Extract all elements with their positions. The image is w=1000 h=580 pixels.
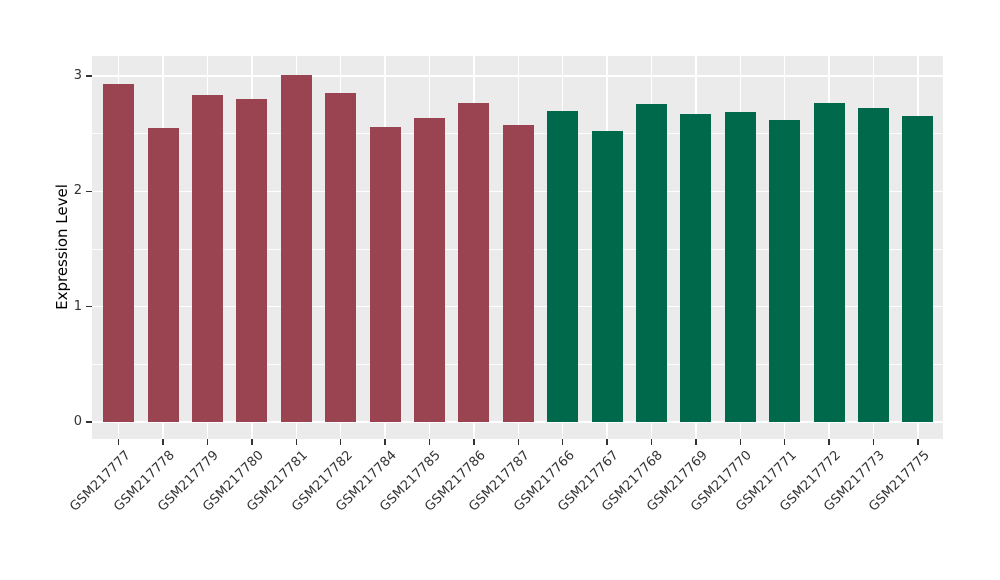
bar [147, 127, 179, 422]
x-tick-label: GSM217785 [377, 448, 445, 515]
y-tick-label: 2 [73, 183, 82, 199]
x-tick-label: GSM217769 [643, 448, 711, 515]
x-axis-tick [251, 439, 253, 445]
x-axis-tick [206, 439, 209, 445]
bar [236, 99, 268, 422]
x-axis-tick [295, 439, 298, 445]
bar [414, 117, 445, 422]
x-tick-label: GSM217777 [66, 448, 134, 515]
y-tick-label: 1 [73, 298, 82, 314]
bar [636, 103, 667, 422]
bar [325, 93, 357, 422]
x-tick-label: GSM217781 [244, 448, 311, 515]
bar [103, 84, 135, 422]
x-axis-tick [384, 439, 386, 445]
x-axis-tick [650, 439, 653, 445]
bar [502, 124, 534, 422]
x-tick-label: GSM217780 [199, 448, 267, 515]
x-tick-label: GSM217766 [510, 448, 578, 515]
bar [813, 102, 845, 422]
bar [458, 102, 490, 422]
y-tick-label: 0 [73, 414, 82, 429]
x-tick-label: GSM217772 [777, 448, 844, 515]
x-axis-tick [339, 439, 342, 445]
x-tick-label: GSM217768 [599, 448, 667, 515]
y-axis-title: Expression Level [53, 184, 71, 310]
x-tick-label: GSM217782 [288, 448, 356, 515]
bar [858, 108, 889, 422]
x-axis-tick [872, 439, 875, 445]
bar [724, 111, 756, 422]
y-tick-label: 3 [73, 68, 82, 84]
x-tick-label: GSM217775 [865, 448, 933, 515]
bar [280, 74, 312, 422]
x-axis-tick [828, 439, 830, 445]
x-axis-tick [561, 439, 564, 445]
bar [680, 114, 712, 422]
x-tick-label: GSM217778 [111, 448, 178, 515]
bar [547, 110, 579, 422]
x-axis-tick [783, 439, 786, 445]
x-axis-tick [117, 439, 120, 445]
x-axis-tick [695, 439, 697, 445]
x-tick-label: GSM217786 [421, 448, 489, 515]
gridline-major-y [92, 421, 943, 423]
x-axis-tick [428, 439, 431, 445]
bar [369, 126, 401, 422]
bar [769, 119, 801, 422]
x-axis-tick [917, 439, 919, 445]
x-tick-label: GSM217787 [466, 448, 533, 515]
plot-panel [92, 56, 943, 439]
bar [591, 131, 623, 422]
x-axis-tick [473, 439, 475, 445]
x-axis-tick [517, 439, 520, 445]
bar [192, 94, 223, 422]
x-tick-label: GSM217779 [155, 448, 223, 515]
x-axis-tick [606, 439, 608, 445]
x-axis-tick [739, 439, 742, 445]
gridline-major-y [92, 75, 943, 77]
x-axis-tick [162, 439, 164, 445]
bar [902, 116, 934, 422]
x-tick-label: GSM217773 [821, 448, 889, 515]
x-tick-label: GSM217770 [688, 448, 755, 515]
x-tick-label: GSM217767 [555, 448, 622, 515]
x-tick-label: GSM217784 [333, 448, 400, 515]
x-tick-label: GSM217771 [732, 448, 800, 515]
